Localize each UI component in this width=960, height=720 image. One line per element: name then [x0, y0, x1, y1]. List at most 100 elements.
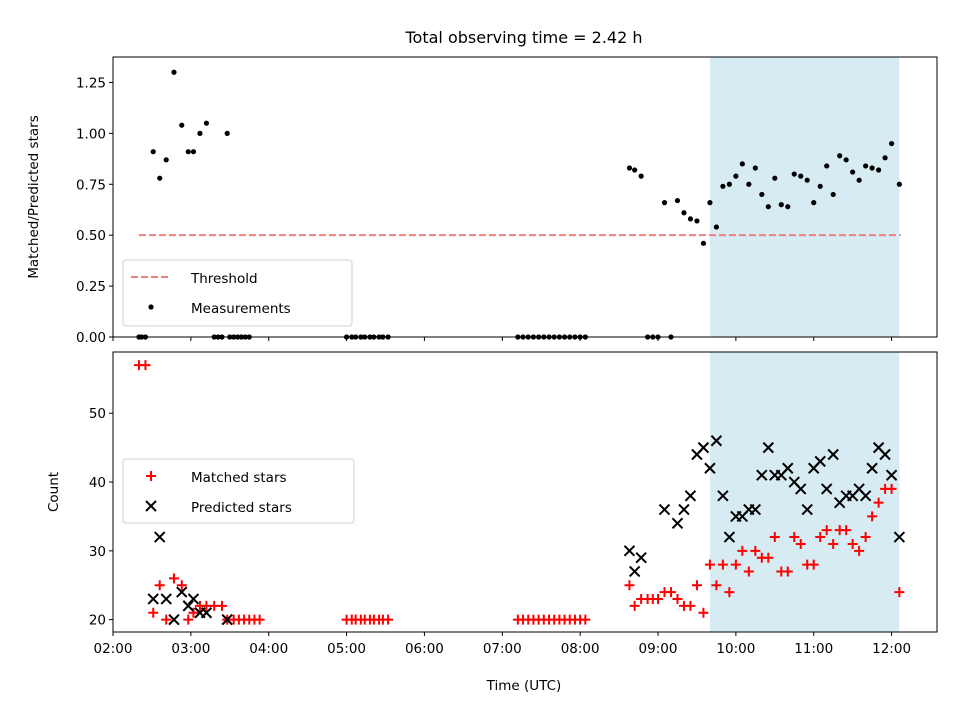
predicted-star-point: [801, 503, 813, 516]
measurement-point: [700, 240, 707, 246]
measurement-point: [694, 218, 700, 224]
y-tick-label: 0.50: [76, 228, 106, 244]
predicted-star-point: [671, 517, 684, 530]
measurement-point: [185, 149, 191, 155]
y-tick-label: 1.00: [76, 126, 106, 142]
matched-star-point: [665, 587, 676, 598]
measurement-point: [850, 169, 856, 175]
matched-star-point: [841, 525, 852, 536]
x-tick-label: 02:00: [94, 641, 133, 657]
measurement-point: [876, 167, 882, 173]
predicted-star-point: [795, 483, 807, 495]
matched-star-point: [254, 614, 265, 625]
matched-star-point: [763, 552, 774, 563]
matched-star-point: [176, 580, 187, 591]
legend-predicted-label: Predicted stars: [191, 500, 292, 516]
predicted-star-point: [623, 545, 636, 557]
matched-star-point: [704, 559, 715, 570]
measurement-point: [720, 183, 726, 189]
matched-star-point: [161, 614, 172, 625]
matched-star-point: [789, 532, 800, 543]
predicted-star-point: [635, 551, 647, 564]
predicted-star-point: [827, 448, 839, 461]
legend-predicted-swatch: [145, 500, 157, 512]
measurement-point: [707, 200, 713, 206]
top-y-axis-label: Matched/Predicted stars: [26, 115, 42, 278]
matched-star-point: [717, 559, 728, 570]
measurement-point: [739, 161, 745, 167]
matched-star-point: [867, 511, 878, 522]
matched-star-point: [815, 532, 826, 543]
matched-star-point: [580, 614, 591, 625]
predicted-star-point: [684, 490, 697, 502]
matched-star-point: [737, 545, 748, 556]
matched-star-point: [685, 600, 696, 611]
matched-star-point: [828, 538, 839, 549]
matched-star-point: [873, 497, 884, 508]
legend-box: [122, 259, 353, 327]
measurement-point: [638, 173, 644, 179]
ratio-panel: 0.00 0.25 0.50 0.75 1.00 1.25 Threshold Measure…: [76, 56, 938, 346]
x-tick-label: 09:00: [639, 641, 678, 657]
legend-measurement-label: Measurements: [191, 301, 291, 317]
measurement-point: [882, 155, 888, 161]
matched-star-point: [743, 566, 754, 577]
legend-box: [122, 458, 355, 524]
measurement-point: [190, 149, 197, 155]
x-tick-label: 08:00: [561, 641, 600, 657]
measurement-point: [746, 181, 752, 187]
predicted-star-point: [187, 593, 200, 605]
predicted-star-point: [749, 503, 762, 516]
measurement-point: [224, 130, 230, 136]
measurement-point: [888, 140, 895, 147]
measurement-point: [778, 202, 784, 208]
matched-star-point: [691, 580, 702, 591]
plot-border: [112, 351, 938, 633]
matched-star-point: [854, 545, 865, 556]
measurement-point: [157, 175, 163, 181]
legend-measurement-swatch: [148, 304, 154, 310]
predicted-star-point: [885, 469, 898, 481]
matched-star-point: [140, 360, 151, 371]
matched-star-point: [217, 600, 228, 611]
measurement-point: [179, 122, 185, 128]
y-tick-label: 20: [89, 613, 106, 629]
predicted-star-point: [723, 531, 736, 543]
chart-title: Total observing time = 2.42 h: [404, 28, 642, 47]
x-tick-label: 10:00: [716, 641, 755, 657]
matched-star-point: [808, 559, 819, 570]
highlight-region: [709, 57, 900, 337]
measurement-point: [869, 165, 875, 171]
y-tick-label: 30: [89, 544, 106, 560]
measurement-point: [150, 149, 156, 155]
predicted-star-point: [866, 462, 878, 474]
measurement-point: [830, 191, 836, 198]
predicted-star-point: [814, 455, 826, 468]
matched-star-point: [168, 573, 179, 584]
matched-star-point: [724, 587, 735, 598]
measurement-point: [811, 200, 817, 206]
matched-star-point: [886, 483, 897, 494]
matched-star-point: [847, 538, 858, 549]
measurement-point: [171, 69, 177, 75]
matched-star-point: [672, 593, 683, 604]
matched-star-point: [188, 607, 199, 618]
measurement-point: [837, 153, 843, 159]
legend-matched-swatch: [146, 471, 156, 481]
measurement-point: [681, 210, 687, 216]
predicted-star-point: [678, 503, 690, 516]
measurement-point: [856, 177, 862, 183]
matched-star-point: [154, 580, 165, 591]
measurement-point: [733, 173, 739, 179]
x-tick-label: 07:00: [483, 641, 522, 657]
y-tick-label: 40: [89, 475, 106, 491]
matched-star-point: [148, 607, 159, 618]
measurement-point: [687, 216, 694, 222]
x-tick-label: 05:00: [327, 641, 366, 657]
matched-star-point: [769, 532, 780, 543]
predicted-star-point: [717, 490, 729, 502]
measurement-point: [752, 165, 758, 171]
predicted-star-point: [160, 593, 172, 605]
matched-star-point: [183, 614, 194, 625]
